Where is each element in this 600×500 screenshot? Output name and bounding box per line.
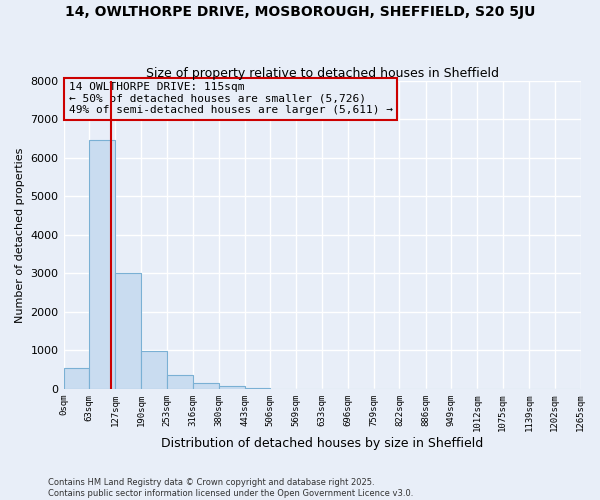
Text: 14 OWLTHORPE DRIVE: 115sqm
← 50% of detached houses are smaller (5,726)
49% of s: 14 OWLTHORPE DRIVE: 115sqm ← 50% of deta…	[69, 82, 393, 116]
Bar	[141, 351, 167, 389]
Bar	[245, 388, 271, 389]
Bar	[219, 386, 245, 389]
Title: Size of property relative to detached houses in Sheffield: Size of property relative to detached ho…	[146, 66, 499, 80]
Bar	[167, 375, 193, 389]
Bar	[115, 274, 141, 389]
Y-axis label: Number of detached properties: Number of detached properties	[15, 147, 25, 322]
X-axis label: Distribution of detached houses by size in Sheffield: Distribution of detached houses by size …	[161, 437, 483, 450]
Bar	[89, 140, 115, 389]
Text: Contains HM Land Registry data © Crown copyright and database right 2025.
Contai: Contains HM Land Registry data © Crown c…	[48, 478, 413, 498]
Bar	[193, 383, 219, 389]
Bar	[64, 368, 89, 389]
Text: 14, OWLTHORPE DRIVE, MOSBOROUGH, SHEFFIELD, S20 5JU: 14, OWLTHORPE DRIVE, MOSBOROUGH, SHEFFIE…	[65, 5, 535, 19]
